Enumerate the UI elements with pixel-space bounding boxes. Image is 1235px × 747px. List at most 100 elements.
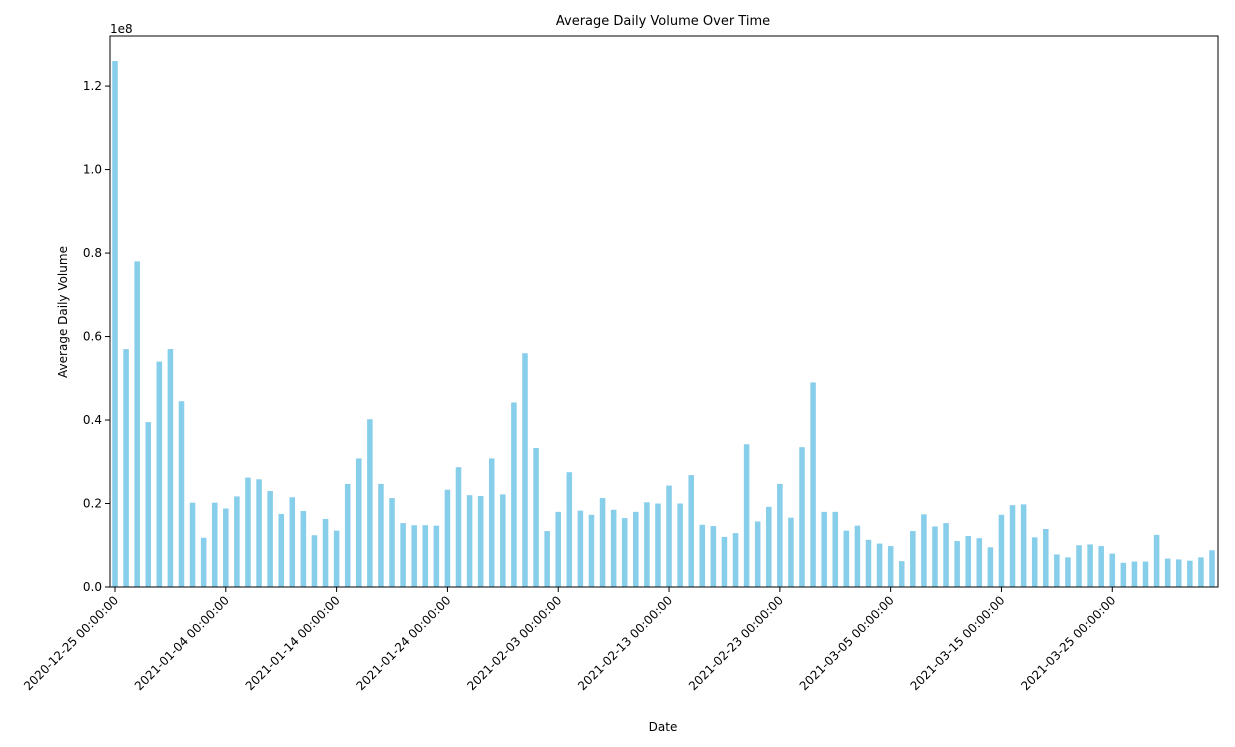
x-tick-label: 2021-01-04 00:00:00 xyxy=(132,593,232,693)
bar-2021-03-15 xyxy=(998,514,1005,587)
bar-2021-03-12 xyxy=(965,536,971,587)
bar-2021-02-22 xyxy=(766,506,772,587)
y-tick-label: 0.0 xyxy=(83,580,102,594)
bar-2021-02-09 xyxy=(621,518,628,588)
bar-2021-04-01 xyxy=(1187,560,1193,587)
bar-2020-12-26 xyxy=(123,349,129,587)
bar-2021-03-02 xyxy=(854,525,861,587)
bar-2021-01-24 xyxy=(444,489,451,587)
bar-2020-12-25 xyxy=(112,61,118,588)
bar-2021-03-19 xyxy=(1043,528,1049,587)
y-tick-label: 0.2 xyxy=(83,497,102,511)
bar-2021-02-12 xyxy=(655,503,661,587)
bar-2021-01-07 xyxy=(256,479,262,587)
bar-2021-01-21 xyxy=(411,525,417,587)
bar-2021-02-19 xyxy=(732,533,739,587)
bar-2021-02-27 xyxy=(821,511,827,587)
bar-2021-03-11 xyxy=(954,541,960,587)
bar-2021-02-05 xyxy=(577,510,584,587)
x-tick-label: 2021-02-23 00:00:00 xyxy=(686,593,786,693)
bar-2021-02-03 xyxy=(555,511,561,587)
bar-2021-01-11 xyxy=(300,511,307,587)
x-tick-label: 2021-03-05 00:00:00 xyxy=(797,593,897,693)
bar-2021-02-07 xyxy=(599,498,606,587)
y-axis-offset-label: 1e8 xyxy=(110,22,133,36)
y-tick-label: 1.2 xyxy=(83,79,102,93)
bar-2020-12-28 xyxy=(145,422,152,587)
bar-2021-04-02 xyxy=(1198,557,1204,587)
bar-2021-01-09 xyxy=(278,513,284,587)
bar-2021-01-29 xyxy=(500,494,506,587)
bar-2021-03-09 xyxy=(932,526,938,587)
bar-2021-03-20 xyxy=(1054,554,1060,587)
bar-2021-04-03 xyxy=(1209,550,1215,587)
bar-2021-01-30 xyxy=(511,402,517,587)
bar-2020-12-29 xyxy=(156,361,163,587)
bar-2021-02-06 xyxy=(588,514,595,587)
bar-2021-01-01 xyxy=(189,502,196,587)
x-tick-label: 2021-03-25 00:00:00 xyxy=(1018,593,1118,693)
y-tick-label: 0.4 xyxy=(83,413,102,427)
bar-2021-01-13 xyxy=(322,518,329,587)
bar-2021-02-28 xyxy=(832,511,839,587)
bar-2021-03-23 xyxy=(1087,544,1093,587)
bar-2021-02-17 xyxy=(710,526,717,587)
bar-2021-01-20 xyxy=(400,523,406,587)
bar-2021-03-16 xyxy=(1009,505,1016,587)
bars-group xyxy=(112,61,1215,588)
bar-2021-02-24 xyxy=(788,517,794,587)
plot-frame xyxy=(109,35,1219,588)
bar-2021-01-12 xyxy=(311,535,318,587)
bar-2021-03-28 xyxy=(1142,561,1149,587)
y-axis-ticks: 0.0 0.2 0.4 0.6 0.8 1.0 1.2 xyxy=(83,79,110,594)
bar-2021-01-28 xyxy=(488,458,495,587)
bar-2021-01-23 xyxy=(433,525,440,587)
bar-2021-01-22 xyxy=(422,525,429,587)
bar-2021-03-03 xyxy=(865,539,872,587)
bar-2021-01-26 xyxy=(466,495,473,587)
bar-2021-01-02 xyxy=(200,537,207,587)
bar-2021-02-16 xyxy=(699,524,706,587)
bar-2021-01-06 xyxy=(245,477,251,587)
bar-2021-03-21 xyxy=(1065,557,1071,587)
bar-2021-02-26 xyxy=(810,382,816,587)
bar-2021-03-05 xyxy=(887,546,894,587)
x-axis-label: Date xyxy=(649,720,678,734)
bar-2021-03-22 xyxy=(1076,545,1082,587)
bar-2021-01-16 xyxy=(356,458,362,587)
bar-2021-03-07 xyxy=(910,531,916,587)
x-tick-label: 2021-01-14 00:00:00 xyxy=(243,593,343,693)
bar-2021-02-25 xyxy=(799,447,805,587)
bar-2021-01-27 xyxy=(477,496,484,587)
bar-2021-02-23 xyxy=(777,483,783,587)
bar-2021-03-06 xyxy=(898,561,905,587)
bar-2021-02-11 xyxy=(644,502,650,587)
bar-2021-01-17 xyxy=(367,419,373,587)
bar-2021-03-10 xyxy=(943,523,949,587)
bar-2021-01-04 xyxy=(223,508,229,587)
bar-2021-03-14 xyxy=(987,547,994,587)
bar-2021-03-27 xyxy=(1131,561,1138,587)
bar-2021-03-26 xyxy=(1120,562,1127,587)
bar-2021-03-25 xyxy=(1109,553,1116,587)
bar-2021-01-14 xyxy=(333,530,340,587)
x-tick-label: 2020-12-25 00:00:00 xyxy=(21,593,121,693)
bar-2021-02-10 xyxy=(633,511,639,587)
bar-2020-12-31 xyxy=(178,401,185,587)
bar-2021-03-01 xyxy=(843,530,850,587)
bar-2021-02-15 xyxy=(688,475,694,587)
bar-2021-02-08 xyxy=(610,509,617,587)
x-tick-label: 2021-02-03 00:00:00 xyxy=(464,593,564,693)
bar-2021-01-18 xyxy=(378,483,384,587)
bar-2021-02-04 xyxy=(566,472,573,587)
x-axis-ticks: 2020-12-25 00:00:00 2021-01-04 00:00:00 20… xyxy=(21,587,1118,693)
bar-2021-01-08 xyxy=(267,490,273,587)
bar-2021-01-03 xyxy=(211,502,218,587)
bar-2020-12-30 xyxy=(167,349,174,587)
bar-2021-03-08 xyxy=(921,514,927,587)
bar-2021-03-31 xyxy=(1175,559,1182,587)
bar-2021-03-18 xyxy=(1031,537,1038,587)
y-axis-label: Average Daily Volume xyxy=(56,246,70,378)
bar-2021-02-21 xyxy=(754,521,761,587)
